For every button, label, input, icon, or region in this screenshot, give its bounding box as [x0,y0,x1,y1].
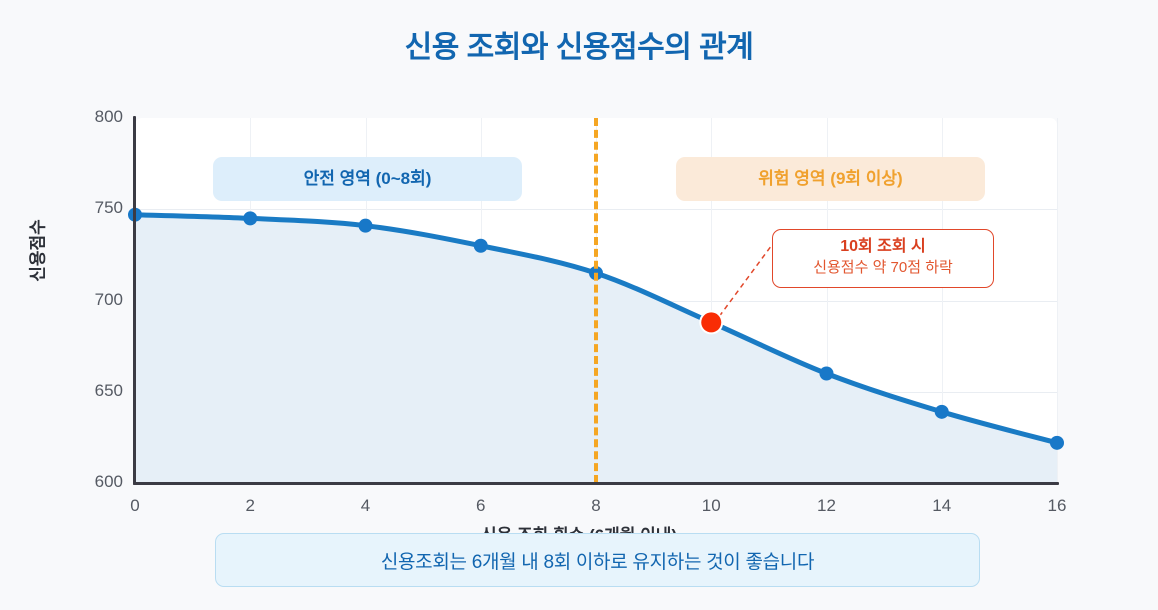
data-point[interactable] [819,366,834,381]
x-tick-label: 14 [932,496,952,515]
x-tick-label: 4 [360,496,371,515]
highlight-data-point[interactable] [701,312,722,333]
x-tick-label: 10 [701,496,721,515]
y-tick-label: 650 [94,380,123,400]
gridline-vertical [1057,118,1058,483]
annotation-callout: 10회 조회 시 신용점수 약 70점 하락 [772,229,994,288]
y-tick-label: 700 [94,289,123,309]
y-axis-title: 신용점수 [28,219,48,282]
data-point[interactable] [243,211,258,226]
zone-badge-safe: 안전 영역 (0~8회) [213,157,522,201]
x-tick-label: 6 [476,496,486,515]
x-tick-label: 8 [591,496,601,515]
threshold-line [594,118,598,483]
annotation-leader-line [718,233,781,317]
annotation-subtitle: 신용점수 약 70점 하락 [813,259,953,276]
data-point[interactable] [934,404,949,419]
y-axis-spine [133,116,136,485]
data-point[interactable] [1050,435,1064,450]
data-point[interactable] [358,218,373,233]
x-axis-spine [133,482,1059,485]
x-tick-label: 16 [1047,496,1067,515]
gridline-vertical [826,118,828,483]
gridline-vertical [941,118,943,483]
gridline-vertical [711,118,713,483]
page-title: 신용 조회와 신용점수의 관계 [404,31,754,64]
y-tick-label: 750 [94,198,123,218]
data-point[interactable] [473,238,488,253]
x-tick-label: 0 [130,496,140,515]
zone-badge-danger: 위험 영역 (9회 이상) [676,157,985,201]
x-tick-label: 2 [245,496,255,515]
y-tick-label: 600 [94,472,123,491]
footer-note: 신용조회는 6개월 내 8회 이하로 유지하는 것이 좋습니다 [215,533,980,587]
y-tick-label: 800 [94,107,123,126]
annotation-title: 10회 조회 시 [840,238,926,255]
x-tick-label: 12 [817,496,836,515]
